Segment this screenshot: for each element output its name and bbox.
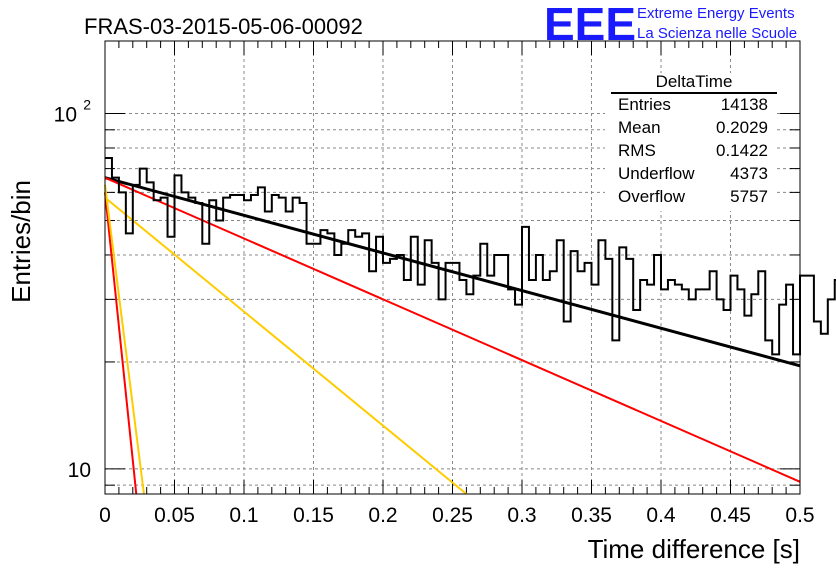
y-tick-exponent: 2 [83, 97, 91, 113]
stat-label: Entries [618, 95, 671, 114]
x-tick-label: 0.45 [710, 504, 751, 527]
axis-ticks: 0 0.05 0.1 0.15 0.2 0.25 0.3 0.35 0.4 0.45 0.5 10 10… [54, 41, 815, 527]
stats-box-background [605, 73, 777, 211]
fit-line-red-slow [104, 176, 801, 483]
plot-frame [104, 40, 801, 495]
y-tick-label: 10 [68, 459, 91, 482]
fit-line-red-fast [104, 192, 138, 495]
stat-value: 0.2029 [716, 118, 768, 137]
stat-label: Mean [618, 118, 661, 137]
fit-line-yellow-fast [104, 184, 145, 495]
stat-label: Overflow [618, 187, 686, 206]
y-axis-label: Entries/bin [6, 180, 36, 303]
stats-box-title: DeltaTime [656, 72, 733, 91]
stat-label: RMS [618, 141, 656, 160]
y-tick-label: 10 [54, 104, 77, 127]
x-tick-label: 0.15 [293, 504, 334, 527]
x-tick-label: 0 [99, 504, 111, 527]
x-tick-label: 0.2 [368, 504, 397, 527]
x-tick-label: 0.5 [785, 504, 814, 527]
x-tick-label: 0.25 [432, 504, 473, 527]
stat-value: 14138 [721, 95, 768, 114]
x-axis-label: Time difference [s] [588, 534, 800, 564]
x-tick-label: 0.4 [646, 504, 676, 527]
stat-value: 5757 [730, 187, 768, 206]
stat-value: 0.1422 [716, 141, 768, 160]
logo-subtitle-1: Extreme Energy Events [637, 5, 795, 22]
fit-curves [104, 176, 801, 495]
x-tick-label: 0.3 [507, 504, 536, 527]
chart-title: FRAS-03-2015-05-06-00092 [84, 14, 363, 39]
x-tick-label: 0.1 [229, 504, 258, 527]
histogram-line [105, 156, 836, 356]
stat-label: Underflow [618, 164, 695, 183]
stat-value: 4373 [730, 164, 768, 183]
stats-box: DeltaTime Entries 14138 Mean 0.2029 RMS … [605, 72, 777, 211]
fit-line-total [104, 176, 801, 368]
x-tick-label: 0.05 [154, 504, 195, 527]
logo-subtitle-2: La Scienza nelle Scuole [637, 25, 797, 42]
x-tick-label: 0.35 [571, 504, 612, 527]
fit-line-yellow-medium [104, 196, 468, 495]
